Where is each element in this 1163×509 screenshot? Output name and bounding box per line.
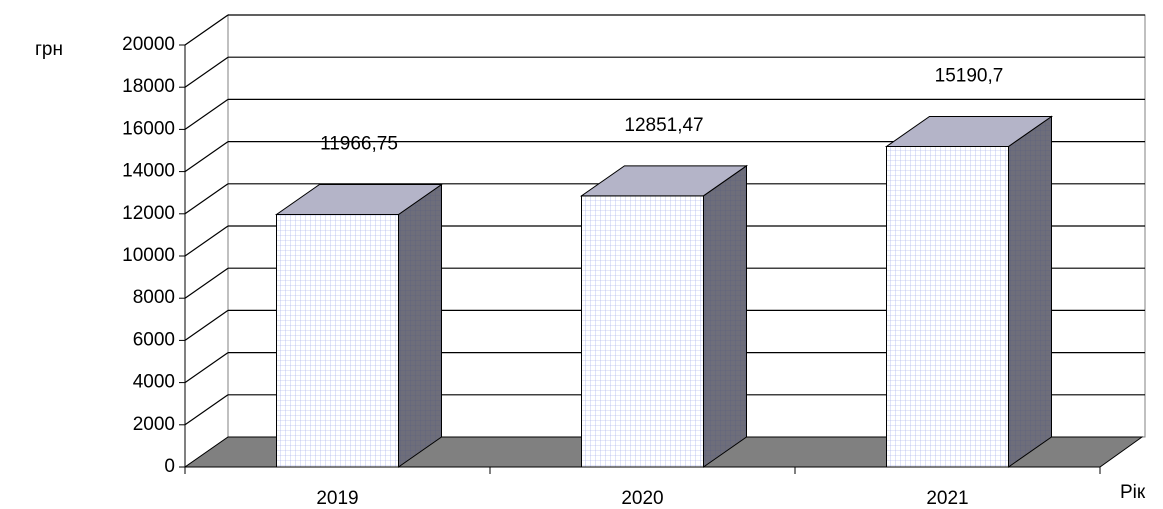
y-tick-label: 16000 <box>122 118 175 139</box>
grid-line <box>184 14 229 46</box>
grid-line <box>184 394 229 426</box>
y-tick-label: 4000 <box>133 372 175 393</box>
grid-line <box>184 183 229 215</box>
bar <box>884 115 1054 468</box>
bar-front <box>276 214 399 468</box>
y-tick-label: 12000 <box>122 203 175 224</box>
grid-line <box>184 98 229 130</box>
value-label: 15190,7 <box>935 65 1004 86</box>
y-tick-label: 0 <box>164 456 175 477</box>
bar <box>274 183 444 468</box>
bar-front <box>581 195 704 468</box>
grid-line <box>184 309 229 341</box>
grid-line <box>184 225 229 257</box>
x-tick-label: 2019 <box>316 488 358 509</box>
y-tick-label: 20000 <box>122 34 175 55</box>
value-label: 11966,75 <box>320 134 398 155</box>
grid-line <box>184 267 229 299</box>
grid-line <box>184 352 229 384</box>
x-tick-label: 2021 <box>926 488 968 509</box>
bar-top <box>274 184 444 216</box>
bar-side <box>398 183 442 468</box>
bar <box>579 164 749 468</box>
y-tick-label: 6000 <box>133 329 175 350</box>
x-tick-label: 2020 <box>621 488 663 509</box>
y-axis-label: грн <box>35 39 63 60</box>
bar-front <box>886 145 1009 468</box>
y-tick-label: 18000 <box>122 76 175 97</box>
y-tick-label: 8000 <box>133 287 175 308</box>
grid-line <box>184 56 229 88</box>
bar-side <box>1008 115 1052 468</box>
grid-line <box>184 141 229 173</box>
bar-top <box>884 115 1054 147</box>
y-tick-label: 10000 <box>122 245 175 266</box>
x-axis-label: Рік <box>1120 482 1146 503</box>
y-tick-label: 2000 <box>133 414 175 435</box>
value-label: 12851,47 <box>624 115 703 136</box>
bar-side <box>703 164 747 468</box>
y-tick-label: 14000 <box>122 161 175 182</box>
bar-top <box>579 165 749 197</box>
